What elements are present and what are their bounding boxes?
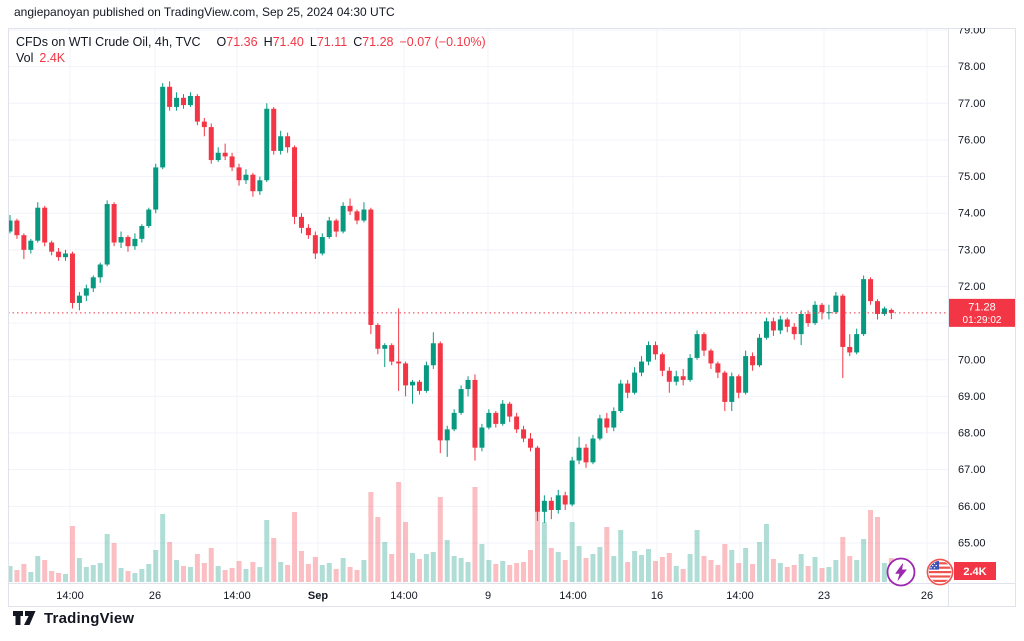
candlestick-series [8,81,894,523]
symbol-title[interactable]: CFDs on WTI Crude Oil, 4h, TVC [16,35,201,49]
svg-text:77.00: 77.00 [958,98,986,110]
svg-text:14:00: 14:00 [726,590,754,602]
tradingview-logo[interactable]: TradingView [13,610,134,627]
svg-text:78.00: 78.00 [958,61,986,73]
legend-volume-row: Vol 2.4K [16,50,486,66]
pane-frame [8,28,1016,607]
svg-text:65.00: 65.00 [958,537,986,549]
boost-lightning-icon[interactable] [885,556,917,593]
svg-text:67.00: 67.00 [958,464,986,476]
svg-text:16: 16 [651,590,663,602]
low-value: 71.11 [316,35,348,49]
volume-value-badge: 2.4K [954,562,996,580]
high-value: 71.40 [272,35,304,49]
open-label: O [216,35,227,49]
svg-text:Sep: Sep [308,590,328,602]
svg-text:14:00: 14:00 [559,590,587,602]
attribution-text: angiepanoyan published on TradingView.co… [14,5,395,19]
open-value: 71.36 [226,35,258,49]
svg-text:66.00: 66.00 [958,501,986,513]
svg-text:9: 9 [485,590,491,602]
svg-text:74.00: 74.00 [958,208,986,220]
us-flag-icon [925,557,955,592]
time-scale[interactable]: 14:00 26 14:00 Sep 14:00 9 14:00 16 14:00 23 26 [56,590,933,602]
svg-text:23: 23 [818,590,830,602]
svg-text:70.00: 70.00 [958,354,986,366]
grid-lines [8,28,948,583]
svg-text:14:00: 14:00 [390,590,418,602]
svg-text:73.00: 73.00 [958,244,986,256]
tradingview-logo-mark [13,611,36,625]
svg-text:68.00: 68.00 [958,428,986,440]
svg-text:26: 26 [921,590,933,602]
svg-text:71.28: 71.28 [968,301,996,313]
price-scale[interactable]: 79.00 78.00 77.00 76.00 75.00 74.00 73.00 72.00… [958,28,986,549]
svg-text:14:00: 14:00 [223,590,251,602]
close-value: 71.28 [362,35,394,49]
volume-histogram [8,482,894,582]
chart-area[interactable]: 79.00 78.00 77.00 76.00 75.00 74.00 73.00 72.00… [8,28,1016,607]
change-value: −0.07 (−0.10%) [399,35,486,49]
volume-label: Vol [16,51,34,65]
svg-text:14:00: 14:00 [56,590,84,602]
svg-text:2.4K: 2.4K [963,566,986,578]
svg-text:01:29:02: 01:29:02 [963,315,1002,326]
last-price-badge: 71.28 01:29:02 [949,298,1015,327]
volume-value: 2.4K [39,51,66,65]
svg-text:79.00: 79.00 [958,28,986,37]
chart-canvas[interactable]: 79.00 78.00 77.00 76.00 75.00 74.00 73.00 72.00… [8,28,1016,607]
svg-text:76.00: 76.00 [958,134,986,146]
svg-text:69.00: 69.00 [958,391,986,403]
tradingview-logo-text: TradingView [44,610,135,627]
close-label: C [353,35,363,49]
low-label: L [309,35,317,49]
svg-text:26: 26 [149,590,161,602]
svg-text:72.00: 72.00 [958,281,986,293]
svg-text:75.00: 75.00 [958,171,986,183]
high-label: H [263,35,273,49]
